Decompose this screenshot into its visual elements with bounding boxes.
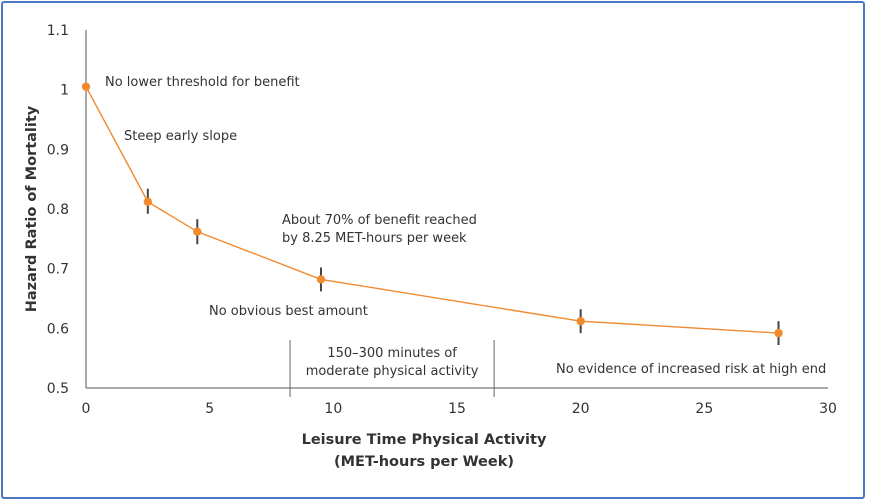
data-point [81,82,91,91]
data-point [143,197,153,207]
y-tick-label: 0.6 [47,321,69,337]
x-axis-title-line-2: (MET-hours per Week) [334,454,514,470]
x-tick-label: 10 [324,401,342,417]
series-line [85,86,779,334]
x-tick-label: 15 [448,401,466,417]
annotation-no-increased-risk: No evidence of increased risk at high en… [556,362,826,377]
y-tick-label: 0.7 [47,262,69,278]
y-tick-label: 0.8 [47,202,69,218]
x-tick-label: 30 [819,401,837,417]
y-tick-label: 1 [60,83,69,99]
annotation-steep-early-slope: Steep early slope [124,129,237,144]
band-label-line: moderate physical activity [306,364,479,379]
band-label-line: 150–300 minutes of [327,346,457,361]
y-tick-label: 0.9 [47,142,69,158]
y-axis-title: Hazard Ratio of Mortality [24,105,40,312]
annotation-seventy-percent: About 70% of benefit reached [282,213,477,228]
data-point [576,316,585,326]
x-tick-label: 25 [695,401,713,417]
data-point [316,275,326,284]
data-point [774,328,783,338]
x-axis-title-line-1: Leisure Time Physical Activity [302,432,547,448]
x-tick-label: 0 [82,401,91,417]
y-tick-label: 0.5 [47,381,69,397]
x-tick-label: 5 [205,401,214,417]
annotation-no-lower-threshold: No lower threshold for benefit [105,75,300,90]
x-tick-label: 20 [572,401,590,417]
data-point [193,227,202,236]
annotation-seventy-percent: by 8.25 MET-hours per week [282,231,467,246]
annotation-no-best-amount: No obvious best amount [209,304,368,319]
y-tick-label: 1.1 [47,23,69,39]
